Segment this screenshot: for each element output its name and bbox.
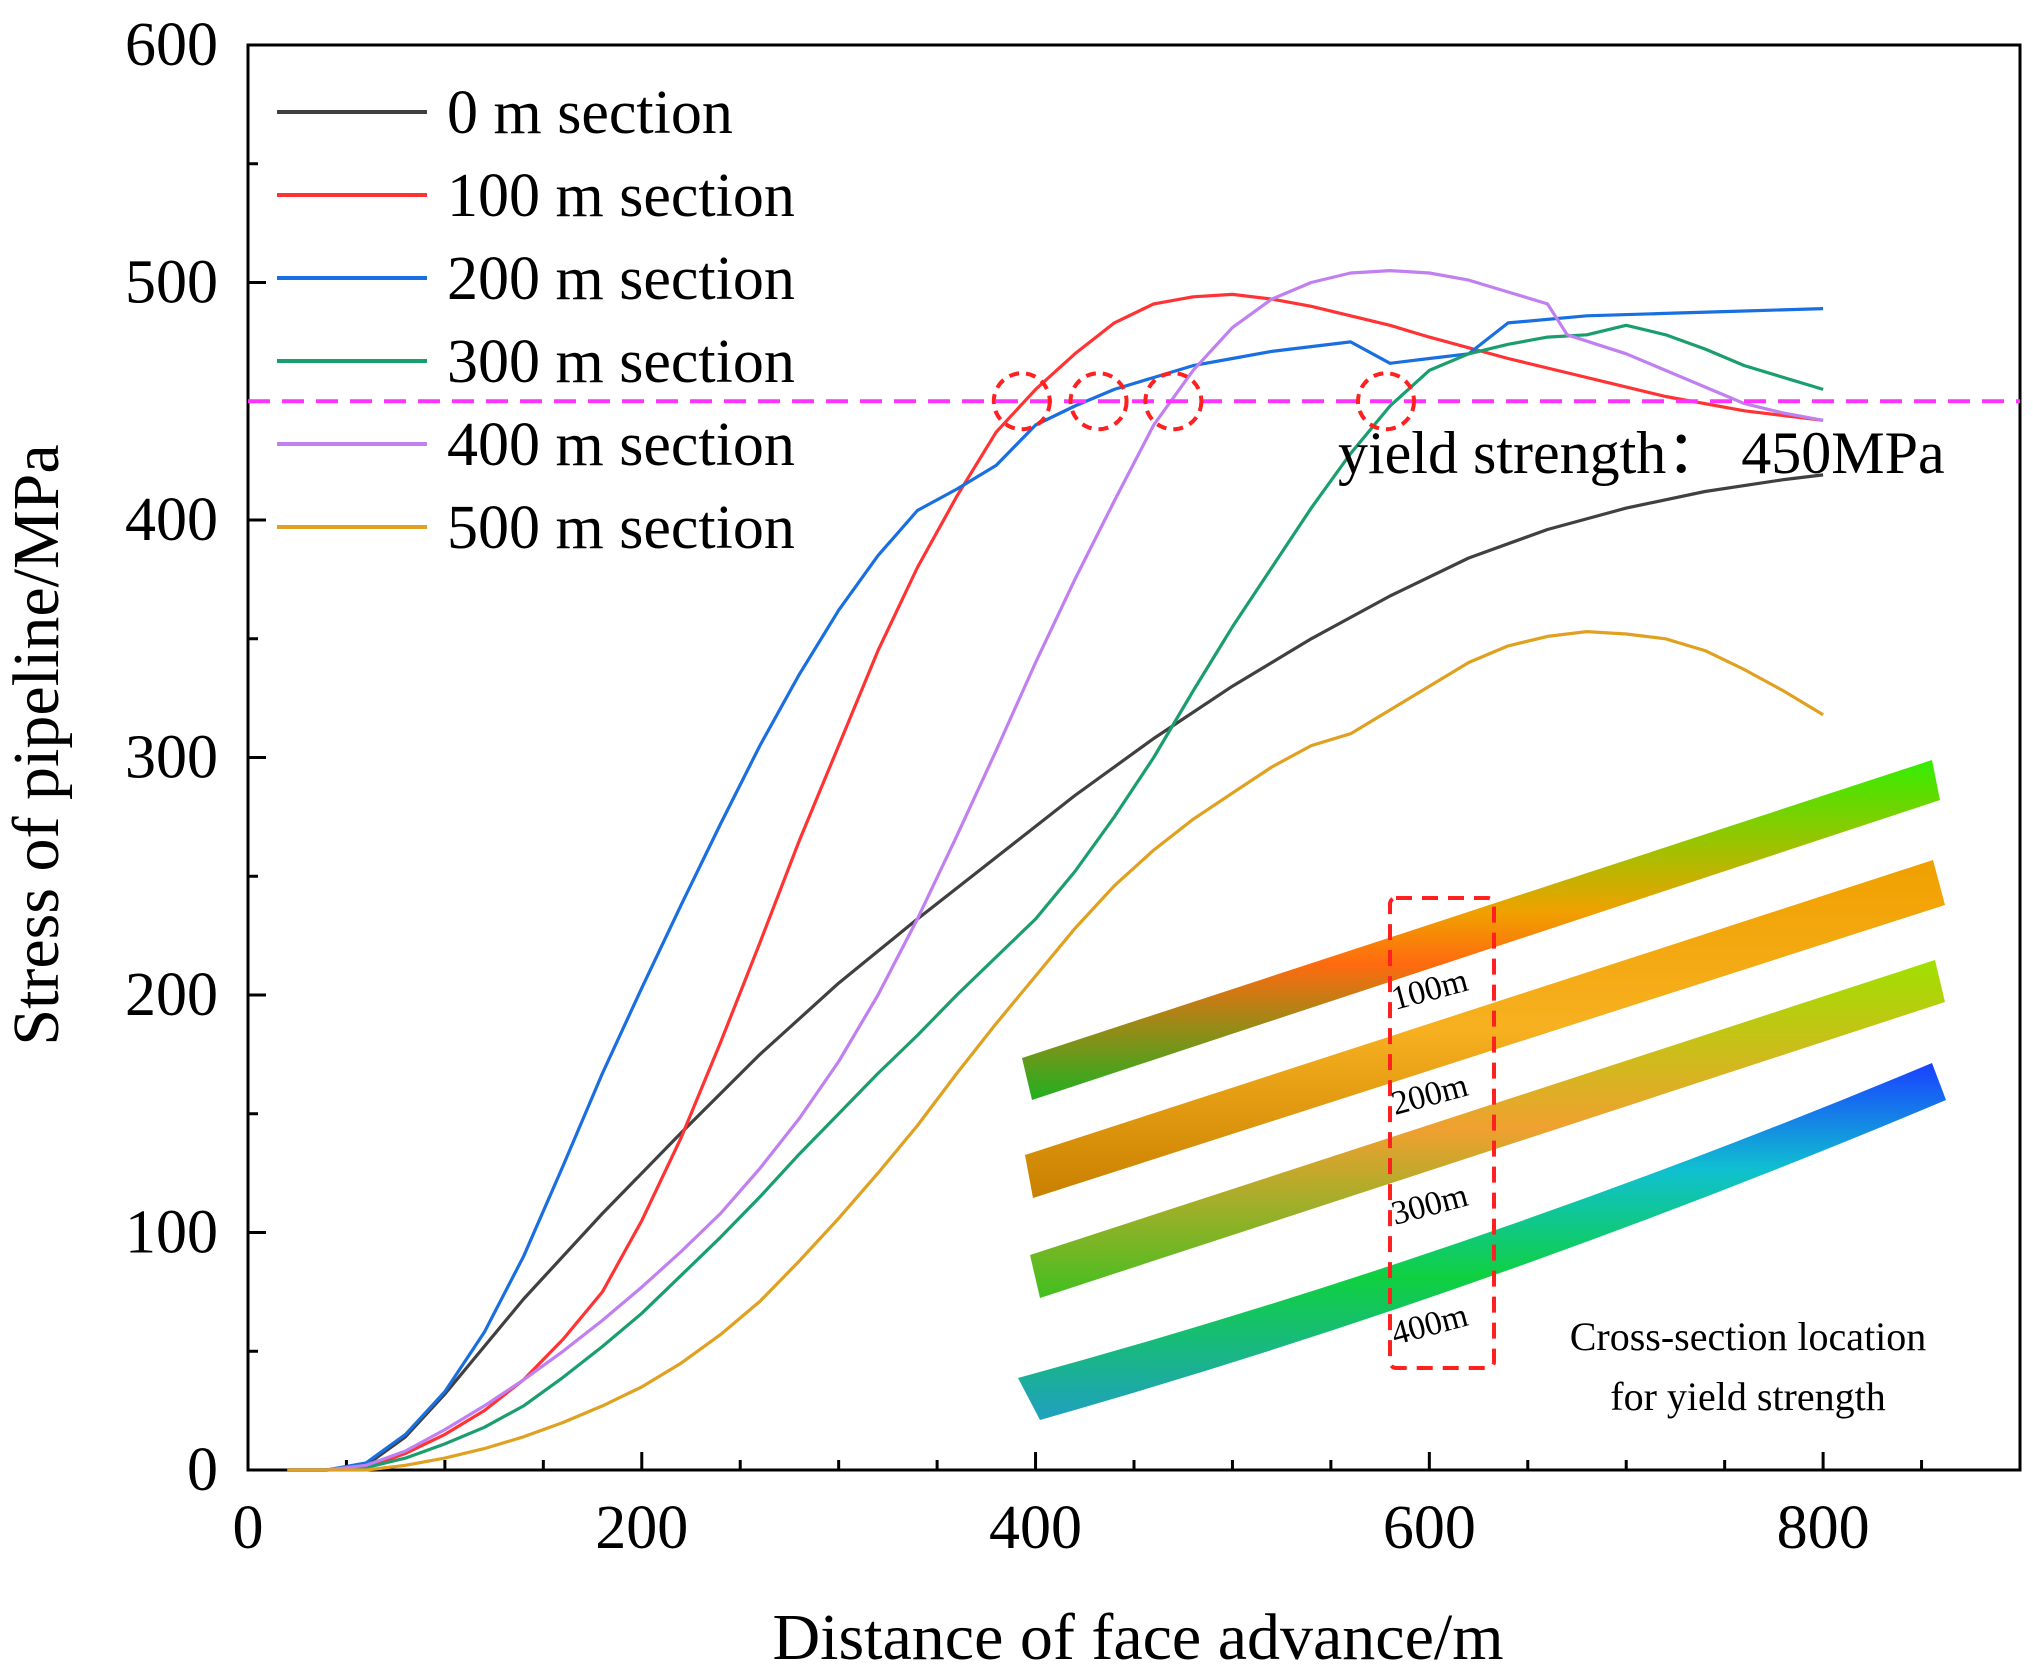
x-axis-title: Distance of face advance/m bbox=[772, 1601, 1503, 1674]
pipe-300m bbox=[1030, 960, 1945, 1298]
yield-strength-label: yield strength： 450MPa bbox=[1338, 420, 1945, 486]
series-line-5 bbox=[287, 630, 1824, 1472]
series-line-2 bbox=[287, 307, 1824, 1472]
yield-crossing-marker bbox=[1356, 371, 1417, 432]
legend-label-2: 200 m section bbox=[447, 245, 795, 313]
y-tick-label: 400 bbox=[125, 486, 218, 554]
yield-crossing-markers bbox=[991, 371, 1417, 432]
series-line-0 bbox=[287, 473, 1824, 1472]
pipe-200m bbox=[1025, 860, 1945, 1198]
series-line-4 bbox=[287, 269, 1824, 1472]
inset-caption-line1: Cross-section location bbox=[1570, 1314, 1927, 1359]
x-tick-labels: 0 200 400 600 800 bbox=[233, 1494, 1870, 1562]
axis-ticks bbox=[246, 43, 2022, 1472]
legend-label-5: 500 m section bbox=[447, 494, 795, 562]
yield-crossing-marker bbox=[1068, 371, 1129, 432]
legend-label-3: 300 m section bbox=[447, 328, 795, 396]
y-tick-label: 100 bbox=[125, 1199, 218, 1267]
y-tick-labels: 0 100 200 300 400 500 600 bbox=[125, 11, 218, 1504]
y-axis-title: Stress of pipeline/MPa bbox=[0, 444, 73, 1045]
legend-label-1: 100 m section bbox=[447, 162, 795, 230]
yield-crossing-marker bbox=[1143, 371, 1204, 432]
pipe-400m bbox=[1018, 1063, 1946, 1420]
y-tick-label: 0 bbox=[187, 1436, 218, 1504]
series-lines bbox=[287, 269, 1824, 1472]
cross-section-box bbox=[1388, 896, 1496, 1370]
y-tick-label: 600 bbox=[125, 11, 218, 79]
legend-label-4: 400 m section bbox=[447, 411, 795, 479]
yield-crossing-marker bbox=[991, 371, 1052, 432]
x-tick-label: 800 bbox=[1777, 1494, 1870, 1562]
pipe-100m bbox=[1022, 760, 1940, 1100]
x-tick-label: 200 bbox=[595, 1494, 688, 1562]
pipeline-inset-image: 100m 200m 300m 400m Cross-section locati… bbox=[1018, 760, 1946, 1420]
legend-label-0: 0 m section bbox=[447, 79, 733, 147]
y-tick-label: 300 bbox=[125, 724, 218, 792]
inset-caption-line2: for yield strength bbox=[1610, 1374, 1886, 1419]
x-tick-label: 600 bbox=[1383, 1494, 1476, 1562]
inset-label-300m: 300m bbox=[1387, 1177, 1471, 1233]
x-tick-label: 400 bbox=[989, 1494, 1082, 1562]
y-tick-label: 200 bbox=[125, 961, 218, 1029]
y-tick-label: 500 bbox=[125, 249, 218, 317]
x-tick-label: 0 bbox=[233, 1494, 264, 1562]
legend: 0 m section 100 m section 200 m section 300… bbox=[277, 79, 795, 562]
